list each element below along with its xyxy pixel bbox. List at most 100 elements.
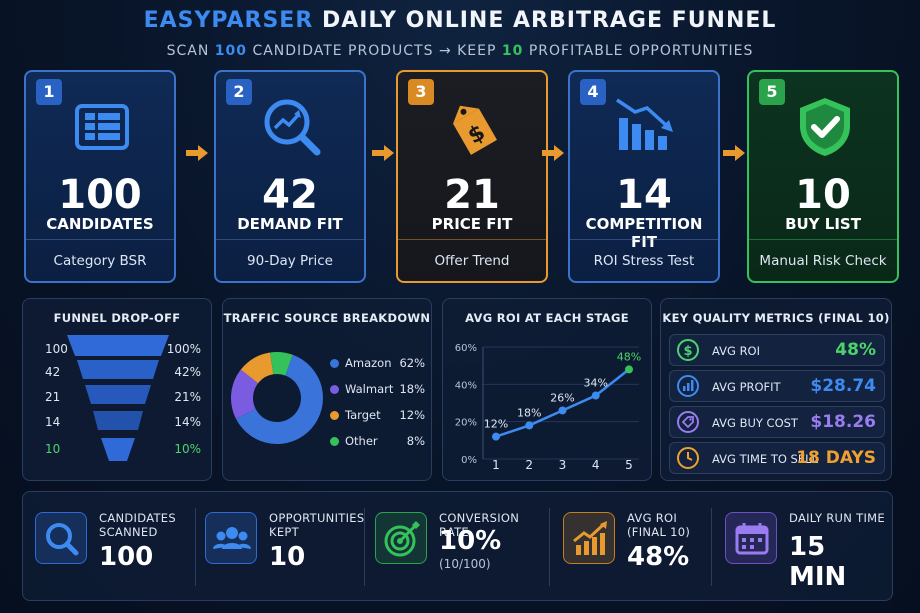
data-label: 48%: [617, 350, 641, 363]
stage-label: PRICE FIT: [431, 215, 513, 233]
subtitle-count-scanned: 100: [214, 43, 247, 59]
panel-title: KEY QUALITY METRICS (FINAL 10): [662, 311, 890, 325]
funnel-row: 21 21%: [23, 387, 211, 407]
stage-footer: 90-Day Price: [216, 239, 364, 281]
stage-footer: ROI Stress Test: [570, 239, 718, 281]
funnel-count: 10: [45, 442, 61, 456]
y-tick-label: 60%: [455, 343, 477, 354]
kpi-icon-box: [35, 512, 87, 564]
y-tick-label: 20%: [455, 418, 477, 429]
roi-line-chart: 0% 20% 40% 60% 1 2 3 4 5 12% 18% 26% 34% 48%: [455, 343, 641, 472]
svg-text:$: $: [683, 344, 692, 359]
quality-metrics-panel: KEY QUALITY METRICS (FINAL 10) $ AVG ROI…: [660, 298, 892, 481]
divider: [195, 508, 196, 586]
funnel-count: 100: [45, 342, 68, 356]
panel-title: TRAFFIC SOURCE BREAKDOWN: [223, 311, 431, 325]
funnel-percent: 10%: [174, 442, 201, 456]
stage-value: 14: [616, 172, 672, 218]
funnel-graphic: [67, 335, 169, 461]
data-label: 12%: [484, 418, 508, 431]
brand-name: EASYPARSER: [143, 8, 314, 33]
kpi-value: 100: [99, 542, 154, 572]
kpi-summary-bar: CANDIDATES SCANNED 100 OPPORTUNITIES KEPT …: [22, 491, 893, 601]
dollar-icon: $: [677, 339, 699, 361]
stage-footer: Category BSR: [26, 239, 174, 281]
divider: [711, 508, 712, 586]
growth-chart-icon: [573, 521, 607, 555]
donut-slice-target: [240, 352, 274, 384]
stage-label: CANDIDATES: [46, 215, 154, 233]
donut-slice-other: [270, 352, 293, 376]
divider: [549, 508, 550, 586]
legend-percent: 12%: [399, 408, 425, 422]
stage-card-candidates[interactable]: 1 100 CANDIDATES Category BSR: [24, 70, 176, 283]
stage-card-price-fit[interactable]: 3 $ 21 PRICE FIT Offer Trend: [396, 70, 548, 283]
kpi-label-line: CANDIDATES: [99, 511, 176, 525]
stage-card-buy-list[interactable]: 5 10 BUY LIST Manual Risk Check: [747, 70, 899, 283]
kpi-conversion-rate: CONVERSION RATE 10% (10/100): [375, 492, 545, 602]
target-icon: [384, 521, 420, 557]
x-tick-label: 4: [592, 458, 600, 472]
kpi-label-line: AVG ROI: [627, 511, 678, 525]
funnel-count: 42: [45, 365, 61, 379]
stage-card-competition-fit[interactable]: 4 14 COMPETITION FIT ROI Stress Test: [568, 70, 720, 283]
legend-name: Walmart: [345, 382, 394, 396]
kpi-icon-box: [375, 512, 427, 564]
legend-name: Other: [345, 434, 378, 448]
page-title: EASYPARSER DAILY ONLINE ARBITRAGE FUNNEL: [0, 8, 920, 33]
bar-chart-icon: [677, 375, 699, 397]
kpi-icon-box: [205, 512, 257, 564]
x-tick-label: 2: [525, 458, 533, 472]
legend-percent: 18%: [399, 382, 425, 396]
metric-value: 18 DAYS: [796, 448, 876, 468]
kpi-opportunities-kept: OPPORTUNITIES KEPT 10: [205, 492, 365, 602]
metric-avg-buy-cost: AVG BUY COST $18.26: [669, 406, 885, 438]
metric-label: AVG BUY COST: [712, 416, 798, 430]
kpi-value: 10%: [439, 526, 502, 556]
trend-search-icon: [264, 99, 321, 156]
metric-avg-profit: AVG PROFIT $28.74: [669, 370, 885, 402]
stage-number: 1: [36, 79, 62, 105]
data-point: [525, 421, 534, 430]
kpi-label: CONVERSION RATE: [439, 511, 520, 539]
x-tick-label: 5: [625, 458, 633, 472]
metric-label: AVG TIME TO SELL: [712, 452, 818, 466]
stage-card-demand-fit[interactable]: 2 42 DEMAND FIT 90-Day Price: [214, 70, 366, 283]
funnel-segment: [77, 360, 159, 379]
legend-item-target: Target 12%: [330, 408, 425, 424]
clock-icon: [677, 447, 699, 469]
y-tick-label: 40%: [455, 380, 477, 391]
subtitle-part: PROFITABLE OPPORTUNITIES: [528, 43, 754, 59]
donut-slice-amazon: [235, 354, 323, 444]
kpi-avg-roi: AVG ROI (FINAL 10) 48%: [563, 492, 713, 602]
kpi-label: AVG ROI (FINAL 10): [627, 511, 690, 539]
funnel-dropoff-panel: FUNNEL DROP-OFF 100 100% 42 42% 21 21% 1…: [22, 298, 212, 481]
legend-name: Target: [345, 408, 381, 422]
chart-title: AVG ROI AT EACH STAGE: [465, 311, 629, 325]
data-label: 18%: [517, 406, 541, 419]
declining-bars-icon: [616, 98, 673, 150]
subtitle-count-kept: 10: [501, 43, 524, 59]
kpi-value: 15 MIN: [789, 532, 847, 592]
funnel-row: 14 14%: [23, 412, 211, 432]
legend-percent: 8%: [406, 434, 425, 448]
data-point: [625, 365, 633, 374]
donut-slice-walmart: [231, 369, 259, 419]
divider: [364, 508, 365, 586]
funnel-segment: [93, 411, 143, 430]
kpi-daily-run-time: DAILY RUN TIME 15 MIN: [725, 492, 890, 602]
metric-label: AVG ROI: [712, 344, 760, 358]
stage-number: 4: [580, 79, 606, 105]
kpi-label-line: KEPT: [269, 525, 299, 539]
kpi-value: 10: [269, 542, 306, 572]
kpi-label: CANDIDATES SCANNED: [99, 511, 176, 539]
search-icon: [46, 523, 79, 556]
stage-label: COMPETITION FIT: [585, 215, 703, 251]
legend-dot: [330, 411, 339, 420]
subtitle-part: CANDIDATE PRODUCTS → KEEP: [252, 43, 497, 59]
arrow-right-icon: [542, 145, 564, 161]
funnel-segment: [67, 335, 169, 356]
legend-dot: [330, 359, 339, 368]
stage-value: 100: [58, 172, 142, 218]
funnel-percent: 21%: [174, 390, 201, 404]
